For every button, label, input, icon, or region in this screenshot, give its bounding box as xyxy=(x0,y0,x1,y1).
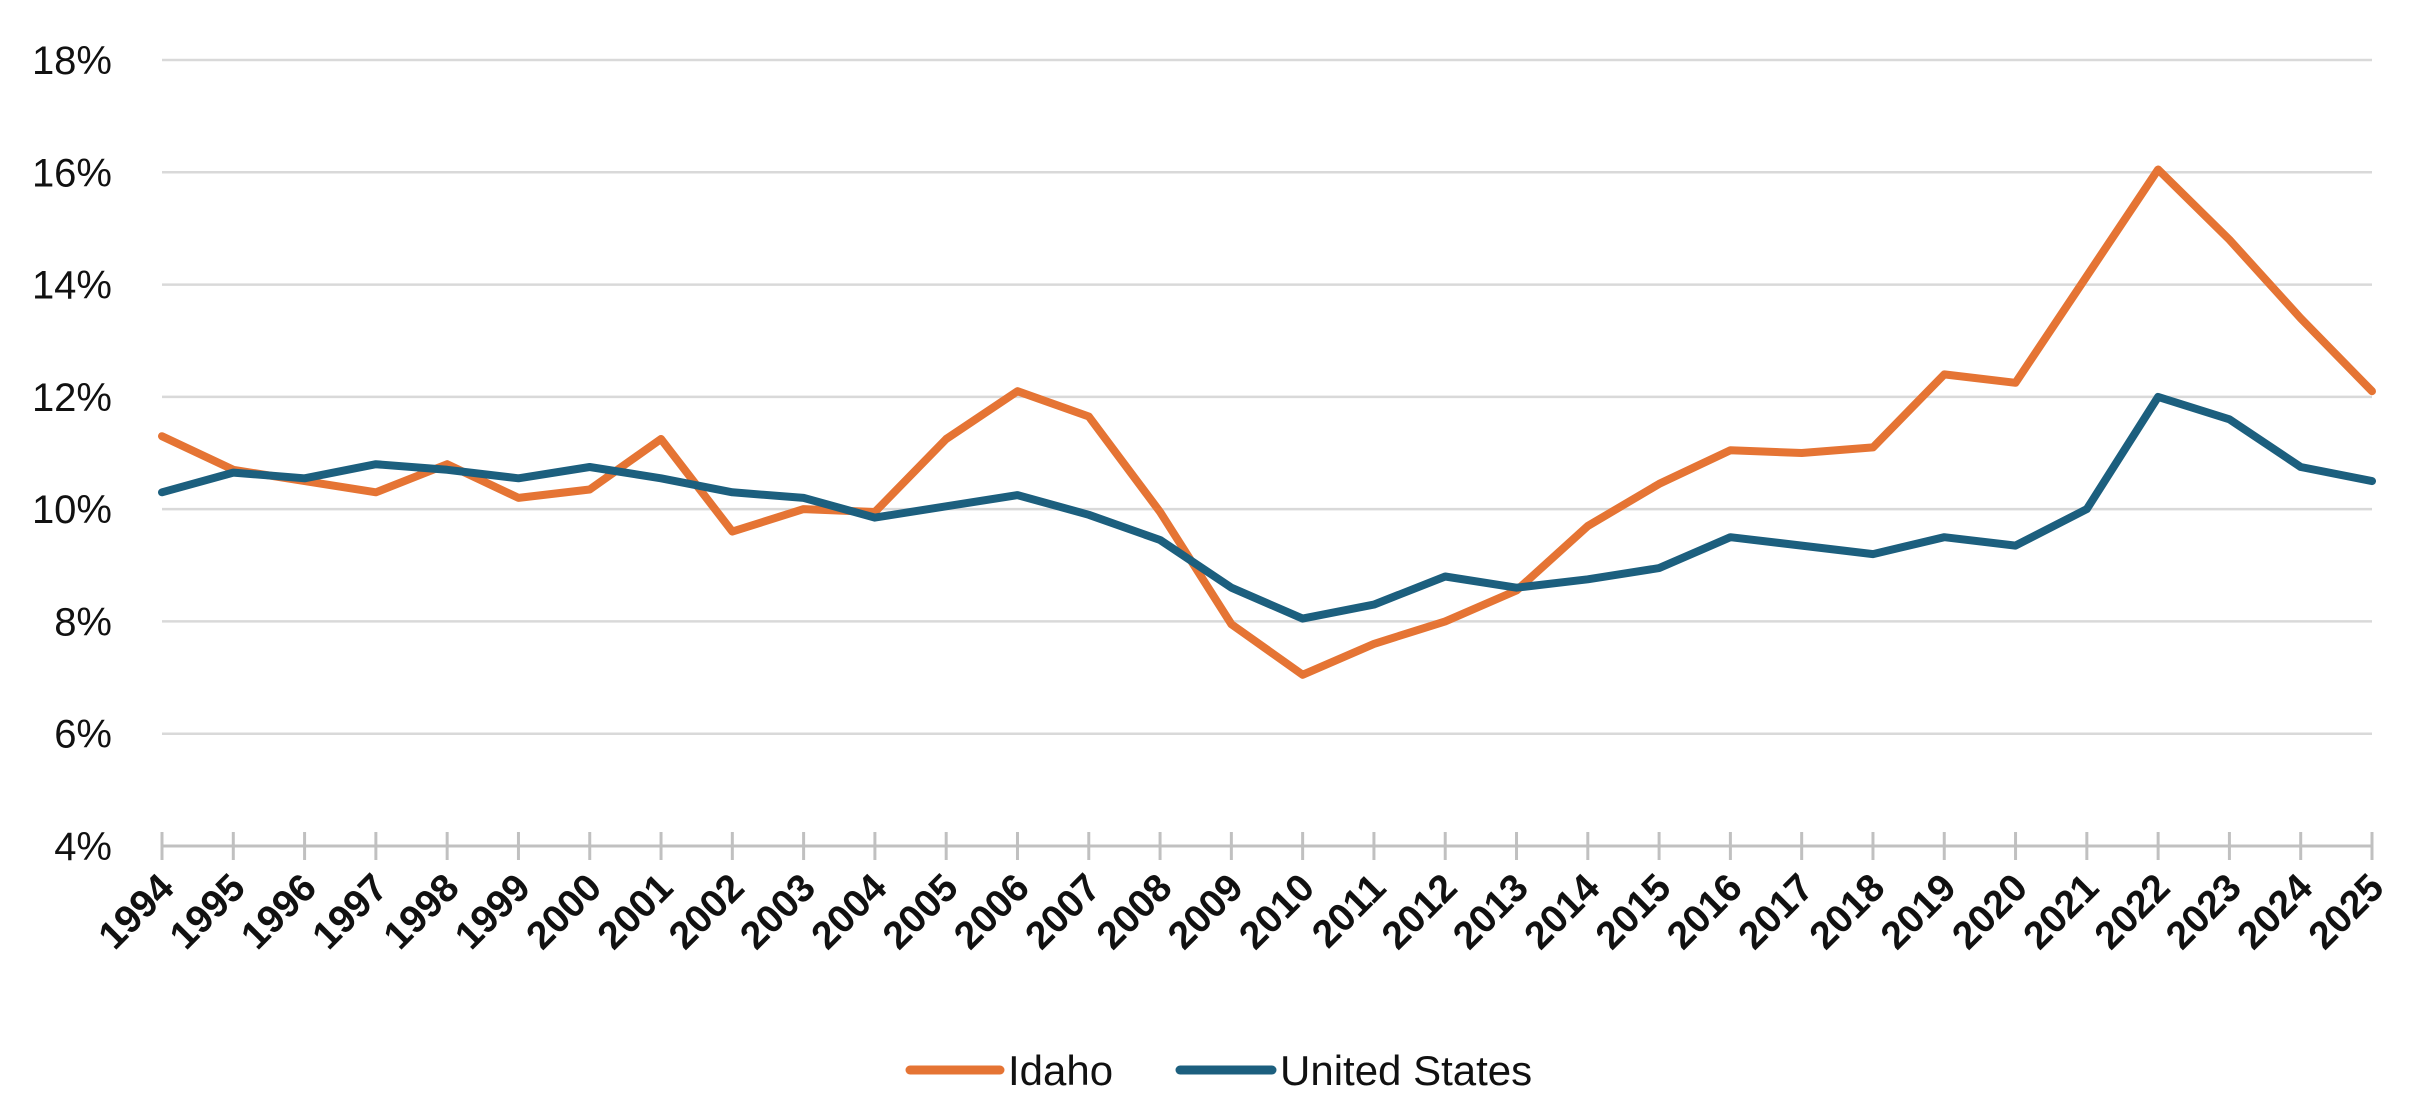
gridlines xyxy=(162,58,2372,735)
x-tick-label: 2004 xyxy=(804,866,896,958)
y-axis-labels: 4% 6% 8% 10% 12% 14% 16% 18% xyxy=(32,39,112,869)
x-tick-label: 2016 xyxy=(1659,866,1751,958)
x-tick-label: 1994 xyxy=(91,866,183,958)
series-lines xyxy=(158,165,2376,679)
x-tick-label: 2012 xyxy=(1374,866,1466,958)
x-tick-label: 2005 xyxy=(875,866,967,958)
x-tick-label: 1996 xyxy=(233,866,325,958)
legend-label-idaho: Idaho xyxy=(1008,1047,1113,1094)
x-tick-label: 1995 xyxy=(162,866,254,958)
x-tick-label: 2011 xyxy=(1304,866,1394,956)
y-tick-label: 8% xyxy=(54,600,112,644)
y-tick-label: 6% xyxy=(54,713,112,757)
x-tick-label: 2022 xyxy=(2087,866,2179,958)
y-tick-label: 12% xyxy=(32,376,112,420)
x-tick-label: 2017 xyxy=(1730,866,1822,958)
x-tick-label: 2007 xyxy=(1017,866,1109,958)
x-tick-label: 2001 xyxy=(590,866,682,958)
y-tick-label: 14% xyxy=(32,264,112,308)
x-tick-label: 2024 xyxy=(2229,866,2321,958)
x-tick-label: 2023 xyxy=(2158,866,2250,958)
legend-label-united-states: United States xyxy=(1280,1047,1532,1094)
x-tick-label: 2002 xyxy=(661,866,753,958)
x-axis: 1994199519961997199819992000200120022003… xyxy=(91,832,2393,958)
x-tick-label: 1997 xyxy=(304,866,396,958)
x-tick-label: 2025 xyxy=(2301,866,2393,958)
x-tick-label: 1999 xyxy=(447,866,539,958)
x-tick-label: 2014 xyxy=(1516,866,1608,958)
x-tick-label: 2006 xyxy=(946,866,1038,958)
x-tick-label: 1998 xyxy=(376,866,468,958)
y-tick-label: 16% xyxy=(32,151,112,195)
x-tick-label: 2015 xyxy=(1588,866,1680,958)
x-tick-label: 2000 xyxy=(518,866,610,958)
x-tick-label: 2020 xyxy=(1944,866,2036,958)
x-tick-label: 2009 xyxy=(1160,866,1252,958)
y-tick-label: 10% xyxy=(32,488,112,532)
legend: Idaho United States xyxy=(905,1047,1532,1094)
x-tick-label: 2018 xyxy=(1802,866,1894,958)
y-tick-label: 18% xyxy=(32,39,112,83)
x-tick-label: 2010 xyxy=(1231,866,1323,958)
x-tick-label: 2019 xyxy=(1873,866,1965,958)
series-line-idaho xyxy=(158,165,2376,679)
x-tick-label: 2003 xyxy=(732,866,824,958)
x-tick-label: 2008 xyxy=(1089,866,1181,958)
x-tick-label: 2013 xyxy=(1445,866,1537,958)
series-line-united-states xyxy=(158,392,2376,623)
y-tick-label: 4% xyxy=(54,825,112,869)
x-tick-label: 2021 xyxy=(2015,866,2107,958)
